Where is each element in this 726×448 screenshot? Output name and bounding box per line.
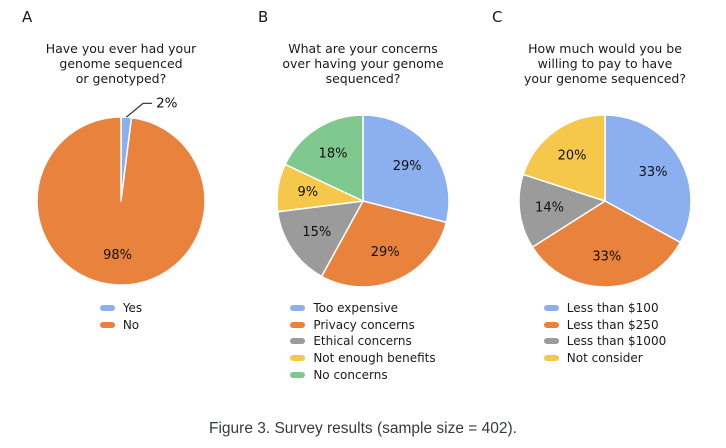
legend: Yes No — [0, 300, 242, 333]
label-leader-line — [125, 102, 153, 118]
pie-chart-concerns: 29% 29% 15% 9% 18% — [276, 114, 450, 288]
pie-chart-willing-to-pay: 33% 33% 14% 20% — [518, 114, 692, 288]
legend-label: Not consider — [566, 351, 643, 366]
legend-label: Not enough benefits — [313, 351, 436, 366]
legend: Too expensive Privacy concerns Ethical con… — [242, 300, 484, 383]
legend-item: Not consider — [543, 350, 643, 367]
legend-swatch — [99, 321, 115, 328]
figure-caption: Figure 3. Survey results (sample size = … — [209, 420, 517, 437]
legend-swatch — [543, 355, 559, 362]
legend-item: Privacy concerns — [290, 317, 415, 334]
panel-letter: C — [492, 8, 503, 26]
pie-percent-label: 33% — [639, 165, 668, 180]
legend-swatch — [290, 321, 306, 328]
pie-slice — [522, 114, 606, 202]
legend-label: Less than $100 — [566, 301, 659, 316]
pie-slice — [36, 116, 206, 286]
legend-label: Too expensive — [313, 301, 399, 316]
pie-percent-label: 33% — [592, 249, 621, 264]
legend-item: Less than $100 — [543, 300, 659, 317]
panel-letter: B — [258, 8, 269, 26]
chart-title: Have you ever had your genome sequenced … — [45, 41, 197, 86]
pie-percent-label: 14% — [535, 201, 564, 216]
legend-swatch — [290, 371, 306, 378]
legend-label: Less than $250 — [566, 317, 659, 332]
pie-percent-label: 20% — [558, 148, 587, 163]
pie-slice — [518, 173, 606, 248]
pie-chart-genome-sequenced: 2% 98% — [36, 95, 206, 286]
pie-slice — [320, 200, 448, 288]
panel-a: A Have you ever had your genome sequence… — [0, 0, 242, 400]
pie-slice — [362, 114, 450, 224]
pie-percent-label: 29% — [393, 159, 422, 174]
panel-c: C How much would you be willing to pay t… — [484, 0, 726, 400]
legend-item: No — [99, 317, 140, 334]
legend-label: No — [122, 317, 140, 332]
legend-swatch — [543, 305, 559, 312]
pie-percent-label: 2% — [156, 95, 178, 111]
legend-item: Not enough benefits — [290, 350, 436, 367]
legend-label: Yes — [122, 301, 143, 316]
legend-swatch — [290, 305, 306, 312]
pie-slice — [531, 200, 682, 288]
legend-item: Ethical concerns — [290, 333, 412, 350]
legend-item: Too expensive — [290, 300, 398, 317]
legend-label: Privacy concerns — [313, 317, 415, 332]
legend-swatch — [543, 338, 559, 345]
chart-title: What are your concerns over having your … — [282, 41, 444, 86]
legend-item: Yes — [99, 300, 143, 317]
pie-percent-label: 15% — [302, 225, 331, 240]
chart-title: How much would you be willing to pay to … — [524, 41, 686, 86]
pie-slice — [284, 114, 364, 202]
pie-slice — [276, 200, 364, 278]
pie-percent-label: 98% — [103, 248, 132, 263]
legend-label: No concerns — [313, 367, 388, 382]
legend-swatch — [99, 305, 115, 312]
legend-label: Less than $1000 — [566, 334, 667, 349]
panel-letter: A — [22, 8, 33, 26]
legend: Less than $100 Less than $250 Less than $1… — [484, 300, 726, 366]
panel-b: B What are your concerns over having you… — [242, 0, 484, 400]
pie-percent-label: 9% — [297, 185, 318, 200]
legend-swatch — [290, 338, 306, 345]
legend-swatch — [290, 355, 306, 362]
legend-item: Less than $1000 — [543, 333, 667, 350]
legend-swatch — [543, 321, 559, 328]
legend-item: Less than $250 — [543, 317, 659, 334]
pie-percent-label: 18% — [319, 146, 348, 161]
legend-label: Ethical concerns — [313, 334, 412, 349]
pie-slice — [604, 114, 692, 244]
legend-item: No concerns — [290, 366, 388, 383]
pie-percent-label: 29% — [371, 245, 400, 260]
